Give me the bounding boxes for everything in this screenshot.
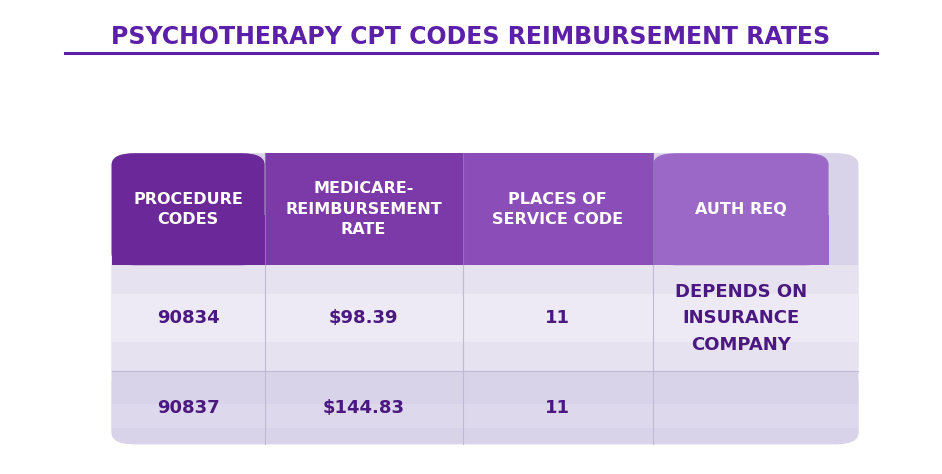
Bar: [111, 294, 858, 342]
Bar: [265, 153, 463, 265]
Text: MEDICARE-
REIMBURSEMENT
RATE: MEDICARE- REIMBURSEMENT RATE: [285, 182, 442, 237]
FancyBboxPatch shape: [653, 153, 829, 265]
Text: PROCEDURE
CODES: PROCEDURE CODES: [133, 191, 243, 227]
Bar: [111, 372, 858, 404]
Text: DEPENDS ON
INSURANCE
COMPANY: DEPENDS ON INSURANCE COMPANY: [674, 283, 807, 354]
FancyBboxPatch shape: [111, 153, 265, 265]
Bar: [463, 153, 653, 265]
Bar: [111, 388, 858, 428]
Text: 90837: 90837: [156, 399, 219, 417]
Text: PSYCHOTHERAPY CPT CODES REIMBURSEMENT RATES: PSYCHOTHERAPY CPT CODES REIMBURSEMENT RA…: [111, 25, 831, 49]
FancyBboxPatch shape: [111, 153, 858, 444]
Text: 11: 11: [545, 310, 570, 328]
Text: $98.39: $98.39: [329, 310, 398, 328]
Text: $144.83: $144.83: [322, 399, 405, 417]
FancyBboxPatch shape: [111, 372, 858, 444]
Bar: [111, 265, 858, 372]
Text: PLACES OF
SERVICE CODE: PLACES OF SERVICE CODE: [493, 191, 624, 227]
Text: 90834: 90834: [156, 310, 219, 328]
Bar: [111, 215, 265, 265]
Bar: [653, 215, 829, 265]
Text: 11: 11: [545, 399, 570, 417]
Text: AUTH REQ: AUTH REQ: [695, 202, 787, 217]
